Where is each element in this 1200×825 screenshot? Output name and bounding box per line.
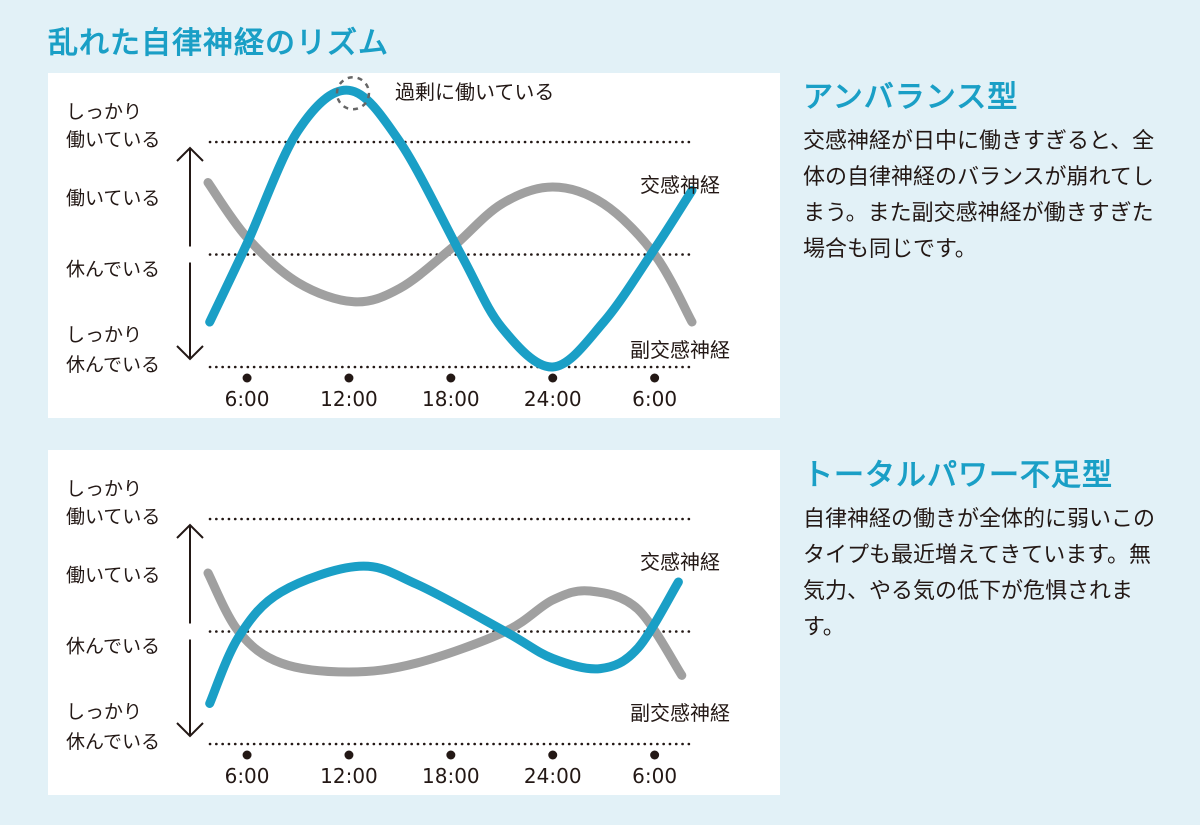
chart-panel-imbalance: しっかり 働いている 働いている 休んでいる しっかり 休んでいる 6:00 12:00 18:… <box>48 73 780 418</box>
x-tick-dot <box>446 373 456 383</box>
y-label-rest: 休んでいる <box>66 636 160 658</box>
y-label-strong-work: 働いている <box>66 129 160 151</box>
series-label-parasympathetic: 副交感神経 <box>630 701 730 725</box>
arrow-down-icon <box>176 722 204 738</box>
x-tick-dot <box>548 373 558 383</box>
y-label-work: 働いている <box>66 564 160 586</box>
section-low-power: トータルパワー不足型 自律神経の働きが全体的に弱いこのタイプも最近増えてきていま… <box>803 450 1173 646</box>
x-tick-label: 18:00 <box>422 387 480 411</box>
x-tick-label: 6:00 <box>225 764 270 788</box>
series-label-sympathetic: 交感神経 <box>640 173 720 197</box>
x-tick-label: 6:00 <box>632 387 677 411</box>
arrow-up-icon <box>176 146 204 162</box>
y-label-strong-work: しっかり <box>66 478 142 500</box>
series-line-sympathetic <box>205 561 683 708</box>
series-line-parasympathetic <box>203 178 697 327</box>
x-tick-dot <box>650 750 660 760</box>
x-tick-dot <box>344 750 354 760</box>
x-tick-dot <box>650 373 660 383</box>
x-tick-dot <box>548 750 558 760</box>
x-tick-label: 12:00 <box>320 764 378 788</box>
series-line-parasympathetic <box>203 568 687 680</box>
x-tick-label: 6:00 <box>225 387 270 411</box>
section-heading: トータルパワー不足型 <box>803 458 1113 493</box>
x-tick-dot <box>446 750 456 760</box>
y-label-strong-work: 働いている <box>66 506 160 528</box>
y-label-strong-rest: しっかり <box>66 701 142 723</box>
x-tick-dot <box>242 750 252 760</box>
y-label-strong-rest: 休んでいる <box>66 354 160 376</box>
x-tick-label: 6:00 <box>632 764 677 788</box>
y-label-strong-rest: 休んでいる <box>66 731 160 753</box>
annotation-label: 過剰に働いている <box>395 80 554 104</box>
x-tick-label: 24:00 <box>524 387 582 411</box>
page-title: 乱れた自律神経のリズム <box>48 26 389 61</box>
x-tick-dot <box>344 373 354 383</box>
peak-marker-icon <box>335 76 371 111</box>
chart-panel-low-power: しっかり 働いている 働いている 休んでいる しっかり 休んでいる 6:00 12:00 18:… <box>48 450 780 795</box>
section-body: 交感神経が日中に働きすぎると、全体の自律神経のバランスが崩れてしまう。また副交感… <box>803 129 1155 262</box>
arrow-down-icon <box>176 345 204 361</box>
section-heading: アンバランス型 <box>803 80 1019 115</box>
series-label-sympathetic: 交感神経 <box>640 550 720 574</box>
y-label-strong-work: しっかり <box>66 101 142 123</box>
y-label-rest: 休んでいる <box>66 259 160 281</box>
x-tick-label: 12:00 <box>320 387 378 411</box>
x-tick-label: 24:00 <box>524 764 582 788</box>
x-tick-dot <box>242 373 252 383</box>
arrow-up-icon <box>176 523 204 539</box>
series-line-sympathetic <box>205 85 697 372</box>
x-tick-label: 18:00 <box>422 764 480 788</box>
series-label-parasympathetic: 副交感神経 <box>630 338 730 362</box>
section-imbalance: アンバランス型 交感神経が日中に働きすぎると、全体の自律神経のバランスが崩れてし… <box>803 72 1173 268</box>
y-label-work: 働いている <box>66 187 160 209</box>
y-label-strong-rest: しっかり <box>66 324 142 346</box>
section-body: 自律神経の働きが全体的に弱いこのタイプも最近増えてきています。無気力、やる気の低… <box>803 507 1156 640</box>
